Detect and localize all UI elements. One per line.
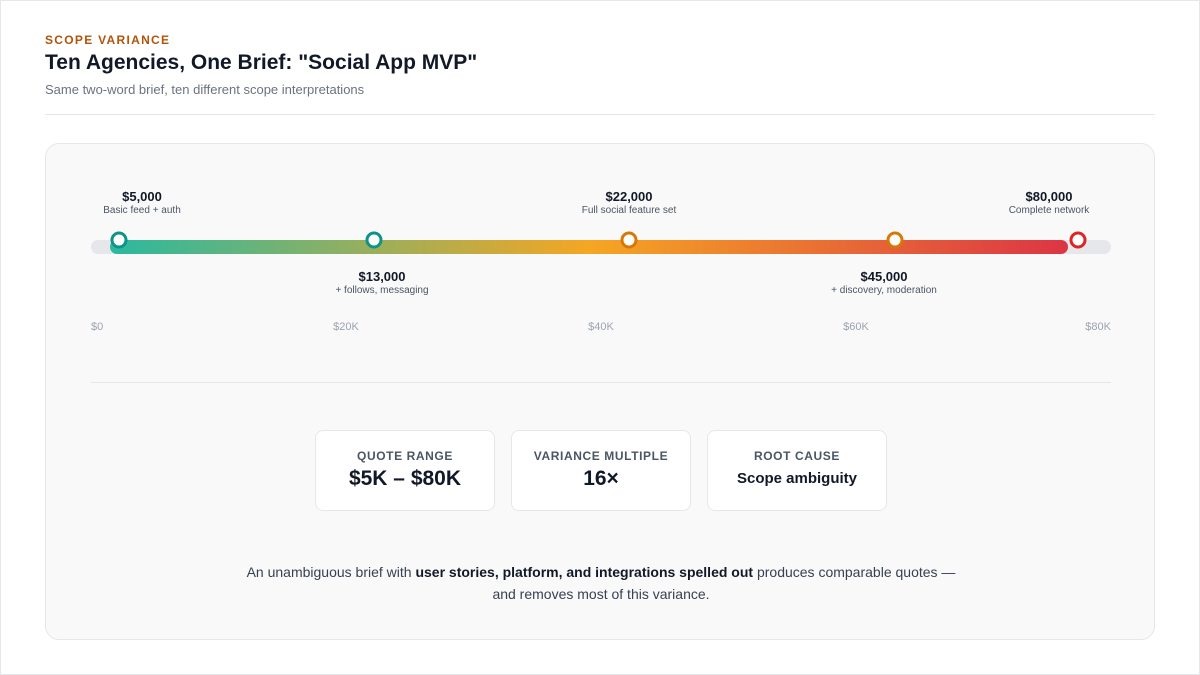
page-subtitle: Same two-word brief, ten different scope…: [45, 82, 365, 97]
data-point-description: Full social feature set: [582, 205, 677, 216]
stat-label: VARIANCE MULTIPLE: [533, 449, 669, 463]
data-point-value: $45,000: [861, 269, 908, 284]
footnote: An unambiguous brief with user stories, …: [196, 561, 1006, 605]
data-point-value: $13,000: [359, 269, 406, 284]
data-point-value: $22,000: [606, 189, 653, 204]
footnote-text: and removes most of this variance.: [492, 586, 710, 602]
x-tick-label: $60K: [843, 321, 869, 333]
eyebrow-label: SCOPE VARIANCE: [45, 33, 171, 47]
data-point-description: Basic feed + auth: [103, 205, 181, 216]
data-point-marker: [365, 231, 383, 249]
footnote-emphasis: user stories, platform, and integrations…: [415, 564, 754, 580]
data-point-description: + discovery, moderation: [831, 285, 937, 296]
x-tick-label: $20K: [333, 321, 359, 333]
footnote-text: produces comparable quotes —: [753, 564, 956, 580]
data-point-marker: [620, 231, 638, 249]
x-tick-label: $0: [91, 321, 103, 333]
stat-card-variance-multiple: VARIANCE MULTIPLE 16×: [511, 430, 691, 511]
data-point-value: $80,000: [1026, 189, 1073, 204]
panel-divider: [91, 382, 1111, 383]
stat-label: QUOTE RANGE: [357, 449, 453, 463]
data-point-marker: [886, 231, 904, 249]
data-point-description: + follows, messaging: [335, 285, 428, 296]
x-tick-label: $80K: [1085, 321, 1111, 333]
stat-value: 16×: [583, 467, 619, 490]
footnote-text: An unambiguous brief with: [246, 564, 416, 580]
chart-panel: $5,000 Basic feed + auth $13,000 + follows,…: [45, 143, 1155, 640]
stat-card-quote-range: QUOTE RANGE $5K – $80K: [315, 430, 495, 511]
data-point-value: $5,000: [122, 189, 162, 204]
stat-value: Scope ambiguity: [736, 470, 858, 487]
stat-card-root-cause: ROOT CAUSE Scope ambiguity: [707, 430, 887, 511]
page-title: Ten Agencies, One Brief: "Social App MVP…: [45, 51, 478, 74]
x-tick-label: $40K: [588, 321, 614, 333]
quote-range-bar: [110, 240, 1068, 254]
data-point-marker: [1069, 231, 1087, 249]
data-point-marker: [110, 231, 128, 249]
data-point-description: Complete network: [1009, 205, 1091, 216]
stat-label: ROOT CAUSE: [753, 449, 840, 463]
header-divider: [45, 114, 1155, 115]
stat-value: $5K – $80K: [348, 467, 462, 490]
